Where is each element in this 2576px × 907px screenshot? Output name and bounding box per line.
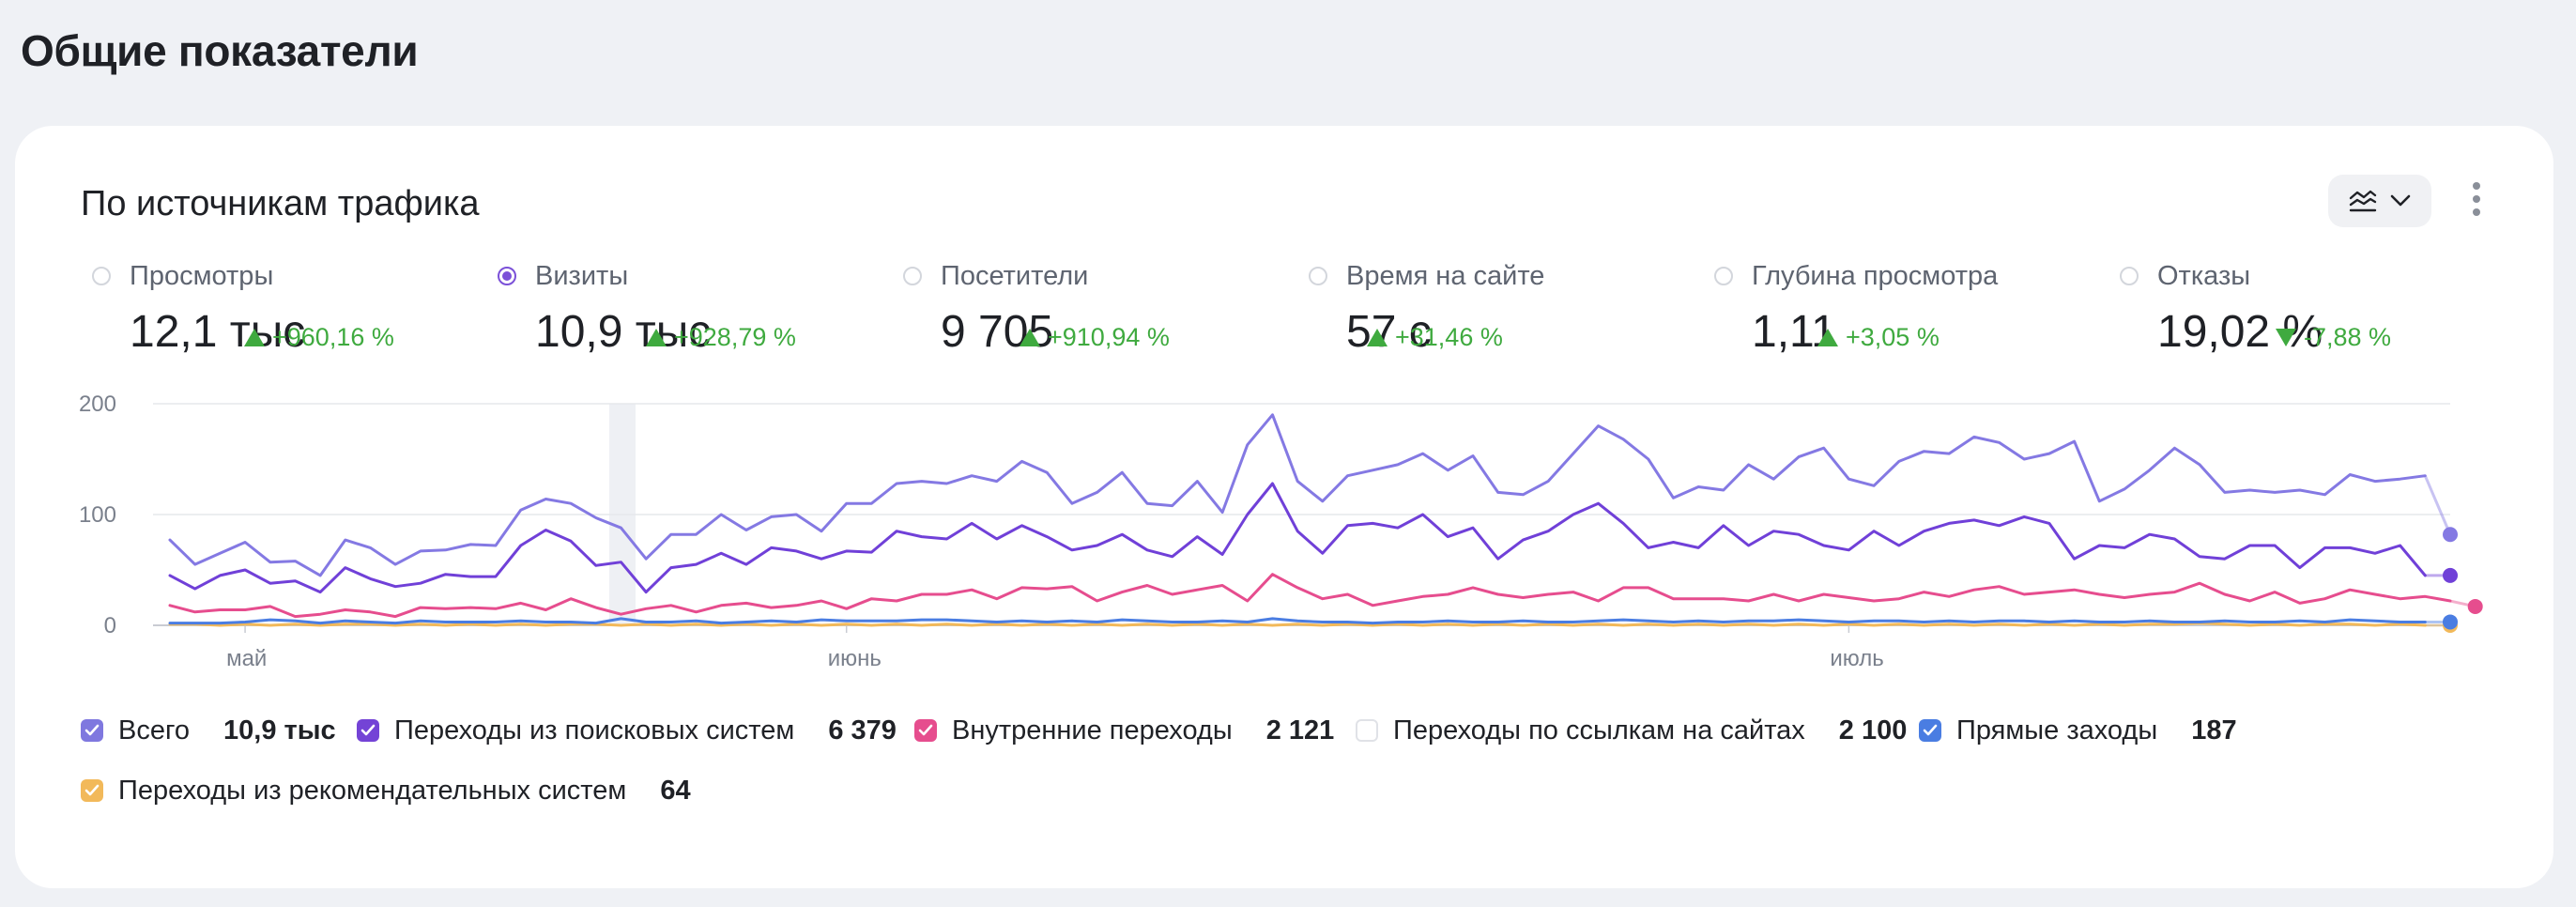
legend-item[interactable]: Переходы из поисковых систем 6 379 — [357, 712, 897, 749]
metric-label: Глубина просмотра — [1752, 261, 1999, 291]
traffic-line-chart: 0100200майиюньиюльавг — [79, 392, 2483, 671]
legend-value: 10,9 тыс — [223, 715, 336, 746]
arrow-up-icon — [1817, 328, 1838, 346]
page-title: Общие показатели — [21, 26, 419, 75]
series-line — [168, 573, 2452, 619]
legend-label: Всего — [118, 715, 191, 746]
legend-value: 64 — [660, 776, 691, 806]
metric-radio[interactable] — [2120, 267, 2139, 285]
metric-4[interactable]: Время на сайте 57 с +31,46 % — [1309, 259, 1703, 362]
checkmark-icon — [1923, 724, 1938, 736]
metric-3[interactable]: Посетители 9 705 +910,94 % — [903, 259, 1297, 362]
metric-delta-text: +910,94 % — [1048, 323, 1170, 351]
checkmark-icon — [918, 724, 933, 736]
more-vertical-icon — [2473, 182, 2480, 216]
metric-radio[interactable] — [1714, 267, 1733, 285]
traffic-sources-card: По источникам трафика Просмотры 12,1 тыс +… — [15, 126, 2553, 888]
legend-value: 187 — [2191, 715, 2237, 746]
metric-label: Визиты — [535, 261, 629, 291]
series-end-point — [2443, 614, 2458, 630]
metric-radio[interactable] — [498, 267, 516, 285]
x-tick-label: май — [226, 646, 267, 671]
chart-type-button[interactable] — [2328, 175, 2431, 227]
legend-item[interactable]: Внутренние переходы 2 121 — [914, 712, 1334, 749]
metric-radio[interactable] — [92, 267, 111, 285]
area-chart-icon — [2349, 190, 2377, 212]
metric-value: 57 с — [1346, 307, 1432, 357]
metric-value: 12,1 тыс — [130, 307, 306, 357]
legend-checkbox[interactable] — [357, 719, 379, 742]
legend-value: 6 379 — [828, 715, 897, 746]
series-line — [168, 622, 2427, 627]
legend-label: Внутренние переходы — [952, 715, 1233, 746]
checkmark-icon — [84, 724, 100, 736]
checkmark-icon — [84, 784, 100, 796]
metric-label: Отказы — [2157, 261, 2251, 291]
metric-label: Время на сайте — [1346, 261, 1545, 291]
legend-label: Прямые заходы — [1956, 715, 2158, 746]
series-line — [168, 482, 2427, 594]
metric-1[interactable]: Просмотры 12,1 тыс +960,16 % — [92, 259, 486, 362]
legend-item[interactable]: Всего 10,9 тыс — [81, 712, 336, 749]
metric-delta: +910,94 % — [1020, 321, 1170, 353]
legend-checkbox[interactable] — [1356, 719, 1378, 742]
legend-item[interactable]: Переходы из рекомендательных систем 64 — [81, 772, 691, 809]
legend-checkbox[interactable] — [1919, 719, 1941, 742]
series-end-point — [2467, 598, 2483, 614]
legend-item[interactable]: Переходы по ссылкам на сайтах 2 100 — [1356, 712, 1907, 749]
metric-label: Просмотры — [130, 261, 274, 291]
legend-label: Переходы по ссылкам на сайтах — [1393, 715, 1805, 746]
more-options-button[interactable] — [2460, 171, 2493, 227]
series-end-point — [2443, 567, 2458, 583]
metric-delta: +960,16 % — [244, 321, 394, 353]
x-tick-label: июнь — [828, 646, 882, 671]
series-line — [168, 413, 2427, 577]
x-tick-label: июль — [1830, 646, 1883, 671]
arrow-up-icon — [1020, 328, 1040, 346]
metric-label: Посетители — [941, 261, 1089, 291]
y-tick-label: 200 — [79, 392, 116, 417]
legend-item[interactable]: Прямые заходы 187 — [1919, 712, 2237, 749]
chevron-down-icon — [2390, 194, 2411, 207]
metric-delta-text: -7,88 % — [2304, 323, 2392, 351]
metric-delta-text: +928,79 % — [674, 323, 796, 351]
metric-delta-text: +31,46 % — [1395, 323, 1503, 351]
arrow-down-icon — [2276, 328, 2296, 346]
series-end-point — [2443, 527, 2458, 543]
metric-5[interactable]: Глубина просмотра 1,11 +3,05 % — [1714, 259, 2108, 362]
metric-radio[interactable] — [903, 267, 922, 285]
y-tick-label: 0 — [104, 613, 116, 638]
metric-value: 10,9 тыс — [535, 307, 712, 357]
legend-checkbox[interactable] — [81, 779, 103, 802]
legend-checkbox[interactable] — [914, 719, 937, 742]
metric-6[interactable]: Отказы 19,02 % -7,88 % — [2120, 259, 2514, 362]
legend-label: Переходы из поисковых систем — [394, 715, 795, 746]
arrow-up-icon — [646, 328, 667, 346]
metric-delta-text: +3,05 % — [1846, 323, 1940, 351]
metric-delta-text: +960,16 % — [272, 323, 394, 351]
metric-radio[interactable] — [1309, 267, 1327, 285]
card-title: По источникам трафика — [81, 184, 480, 223]
series-line — [168, 617, 2427, 625]
legend-checkbox[interactable] — [81, 719, 103, 742]
legend-value: 2 100 — [1838, 715, 1908, 746]
metric-delta: -7,88 % — [2276, 321, 2391, 353]
metric-delta: +31,46 % — [1367, 321, 1503, 353]
series-line-forecast — [2423, 475, 2452, 535]
legend-label: Переходы из рекомендательных систем — [118, 776, 627, 806]
checkmark-icon — [360, 724, 376, 736]
arrow-up-icon — [1367, 328, 1388, 346]
legend-value: 2 121 — [1265, 715, 1335, 746]
arrow-up-icon — [244, 328, 265, 346]
metric-delta: +3,05 % — [1817, 321, 1940, 353]
metric-delta: +928,79 % — [646, 321, 796, 353]
metric-2[interactable]: Визиты 10,9 тыс +928,79 % — [498, 259, 892, 362]
y-tick-label: 100 — [79, 502, 116, 528]
